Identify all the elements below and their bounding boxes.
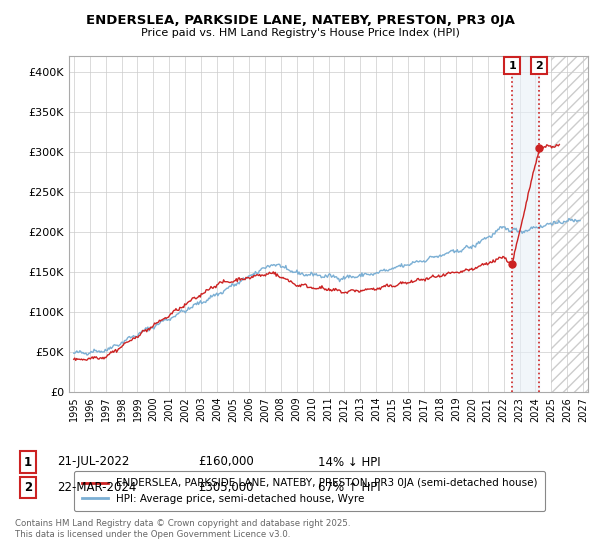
Text: ENDERSLEA, PARKSIDE LANE, NATEBY, PRESTON, PR3 0JA: ENDERSLEA, PARKSIDE LANE, NATEBY, PRESTO… xyxy=(86,14,514,27)
Text: 67% ↑ HPI: 67% ↑ HPI xyxy=(318,480,380,494)
Text: Price paid vs. HM Land Registry's House Price Index (HPI): Price paid vs. HM Land Registry's House … xyxy=(140,28,460,38)
Legend: ENDERSLEA, PARKSIDE LANE, NATEBY, PRESTON, PR3 0JA (semi-detached house), HPI: A: ENDERSLEA, PARKSIDE LANE, NATEBY, PRESTO… xyxy=(74,471,545,511)
Text: 14% ↓ HPI: 14% ↓ HPI xyxy=(318,455,380,469)
Bar xyxy=(551,56,588,392)
Text: £160,000: £160,000 xyxy=(198,455,254,469)
Text: £305,000: £305,000 xyxy=(198,480,254,494)
Text: 2: 2 xyxy=(24,480,32,494)
Text: 22-MAR-2024: 22-MAR-2024 xyxy=(57,480,136,494)
Text: Contains HM Land Registry data © Crown copyright and database right 2025.
This d: Contains HM Land Registry data © Crown c… xyxy=(15,520,350,539)
Bar xyxy=(551,56,588,392)
Text: 21-JUL-2022: 21-JUL-2022 xyxy=(57,455,130,469)
Text: 1: 1 xyxy=(508,60,516,71)
Text: 2: 2 xyxy=(535,60,543,71)
Text: 1: 1 xyxy=(24,455,32,469)
Bar xyxy=(512,56,539,392)
